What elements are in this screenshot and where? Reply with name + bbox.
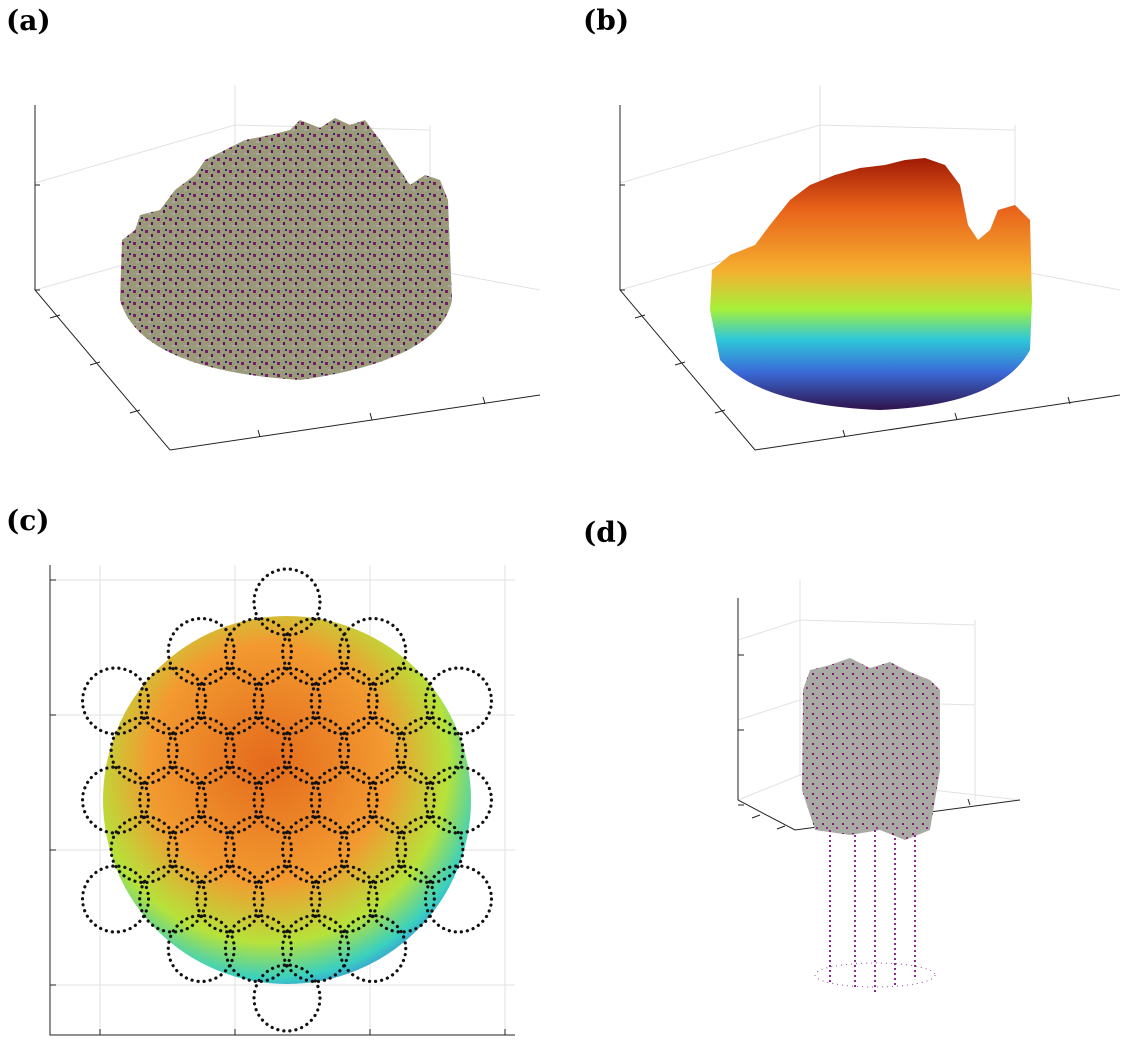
page: (a) (b) (c) (d) (() => { const data = JS… bbox=[0, 0, 1123, 1040]
tree-stems bbox=[830, 830, 915, 995]
tree-canopy bbox=[802, 658, 940, 840]
point-cloud bbox=[710, 158, 1032, 410]
panel-label: (c) bbox=[6, 504, 50, 537]
figure: (a) (b) (c) (d) bbox=[0, 0, 1123, 1040]
point-cloud bbox=[120, 118, 452, 380]
panel-label: (b) bbox=[583, 4, 629, 37]
panel-label: (a) bbox=[6, 4, 51, 37]
panel-label: (d) bbox=[583, 516, 629, 549]
